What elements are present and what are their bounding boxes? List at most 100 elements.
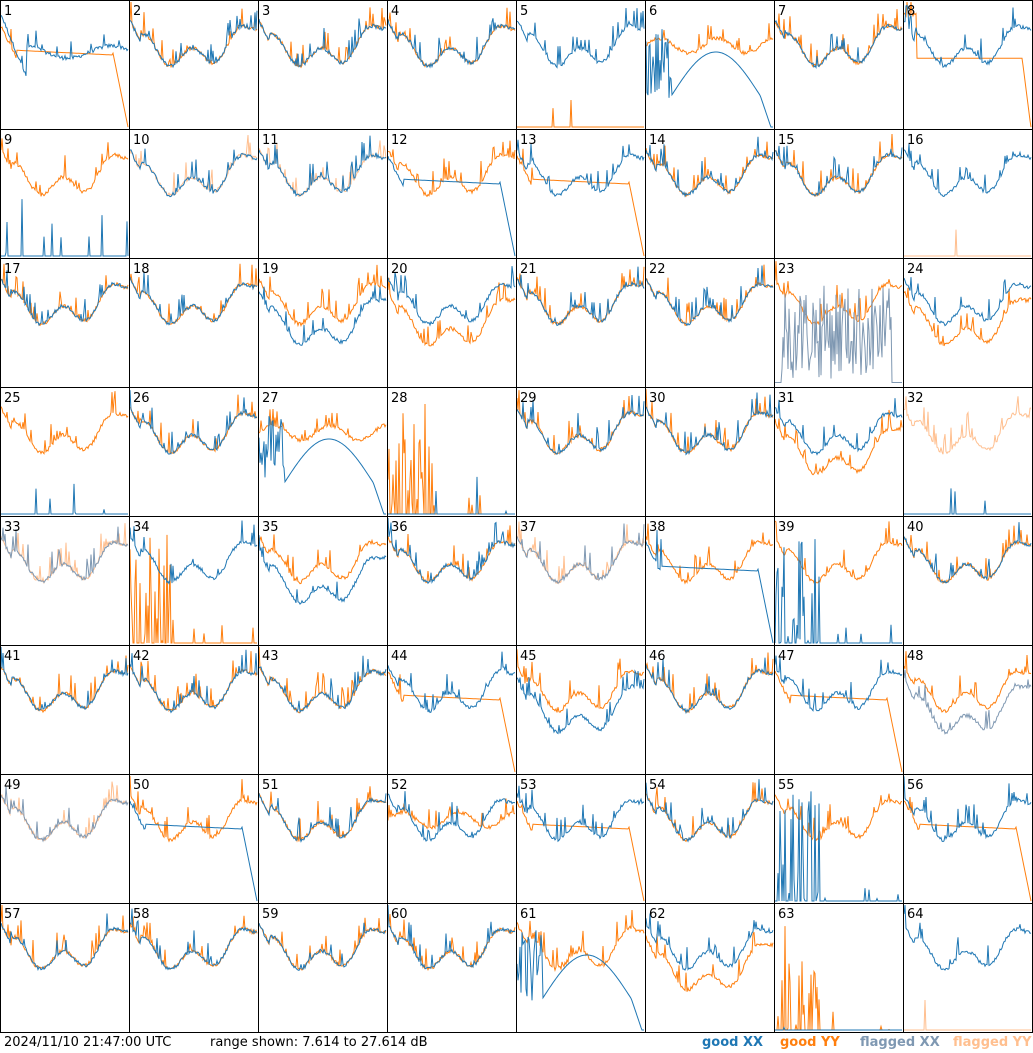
series-xx	[0, 526, 129, 584]
series-yy	[129, 775, 258, 843]
panel-26: 26	[129, 387, 259, 517]
panel-22: 22	[645, 258, 775, 388]
series-xx	[774, 655, 903, 712]
panel-48: 48	[903, 645, 1033, 775]
panel-label: 46	[649, 649, 666, 664]
series-xx	[516, 394, 645, 455]
series-yy	[516, 148, 645, 257]
series-yy	[387, 7, 516, 68]
panel-label: 19	[262, 262, 279, 277]
series-yy	[774, 409, 903, 476]
series-yy	[387, 277, 516, 347]
series-yy	[0, 523, 128, 585]
panel-label: 29	[520, 391, 537, 406]
panel-label: 62	[649, 907, 666, 922]
series-yy	[774, 9, 903, 68]
series-xx	[129, 148, 258, 198]
panel-label: 8	[907, 4, 915, 19]
panel-label: 12	[391, 133, 408, 148]
panel-40: 40	[903, 516, 1033, 646]
panel-label: 30	[649, 391, 666, 406]
series-xx	[387, 791, 516, 842]
panel-label: 31	[778, 391, 795, 406]
panel-34: 34	[129, 516, 259, 646]
panel-label: 4	[391, 4, 399, 19]
panel-border	[129, 645, 259, 775]
panel-label: 27	[262, 391, 279, 406]
panel-border	[645, 903, 775, 1033]
series-xx	[645, 913, 774, 971]
series-xx	[0, 786, 129, 843]
panel-label: 40	[907, 520, 924, 535]
panel-label: 58	[133, 907, 150, 922]
panel-49: 49	[0, 774, 130, 904]
panel-54: 54	[645, 774, 775, 904]
series-yy	[258, 786, 387, 843]
series-xx	[0, 14, 129, 77]
series-xx	[774, 145, 903, 197]
panel-border	[387, 645, 517, 775]
panel-29: 29	[516, 387, 646, 517]
series-xx	[903, 904, 1032, 971]
series-yy	[516, 390, 645, 456]
series-xx	[903, 776, 1032, 843]
series-yy	[903, 1, 1032, 128]
panel-border	[516, 387, 646, 517]
panel-2: 2	[129, 0, 259, 130]
series-yy	[258, 917, 387, 971]
panel-35: 35	[258, 516, 388, 646]
series-xx	[903, 143, 1032, 198]
panel-label: 15	[778, 133, 795, 148]
panel-label: 44	[391, 649, 408, 664]
panel-label: 20	[391, 262, 408, 277]
panel-label: 45	[520, 649, 537, 664]
panel-label: 39	[778, 520, 795, 535]
panel-label: 48	[907, 649, 924, 664]
panel-label: 36	[391, 520, 408, 535]
series-xx	[1, 483, 128, 515]
panel-label: 13	[520, 133, 537, 148]
panel-label: 43	[262, 649, 279, 664]
series-xx	[645, 392, 774, 456]
series-yy	[903, 396, 1032, 455]
series-xx	[904, 488, 1031, 515]
panel-label: 6	[649, 4, 657, 19]
series-xx	[774, 398, 903, 456]
series-xx	[645, 530, 774, 644]
series-xx	[387, 18, 516, 69]
series-xx	[258, 535, 387, 605]
series-xx	[258, 655, 387, 714]
panel-8: 8	[903, 0, 1033, 130]
footer: 2024/11/10 21:47:00 UTC range shown: 7.6…	[0, 1033, 1033, 1053]
panel-label: 7	[778, 4, 786, 19]
panel-17: 17	[0, 258, 130, 388]
series-yy	[387, 403, 515, 515]
panel-label: 57	[4, 907, 21, 922]
panel-label: 51	[262, 778, 279, 793]
series-xx	[387, 155, 516, 257]
series-xx	[1, 199, 129, 257]
series-yy	[258, 7, 387, 69]
series-yy	[904, 229, 1031, 257]
panel-border	[774, 903, 904, 1033]
panel-42: 42	[129, 645, 259, 775]
series-xx	[388, 476, 515, 515]
series-xx	[645, 136, 774, 198]
panel-4: 4	[387, 0, 517, 130]
panel-border	[516, 774, 646, 904]
panel-label: 11	[262, 133, 279, 148]
series-xx	[516, 669, 645, 735]
panel-label: 26	[133, 391, 150, 406]
panel-label: 2	[133, 4, 141, 19]
panel-border	[0, 258, 130, 388]
panel-label: 18	[133, 262, 150, 277]
panel-border	[258, 129, 388, 259]
panel-59: 59	[258, 903, 388, 1033]
panel-border	[387, 0, 517, 130]
series-xx	[258, 18, 387, 68]
panel-60: 60	[387, 903, 517, 1033]
series-yy	[258, 264, 387, 328]
panel-27: 27	[258, 387, 388, 517]
series-yy	[903, 651, 1032, 714]
